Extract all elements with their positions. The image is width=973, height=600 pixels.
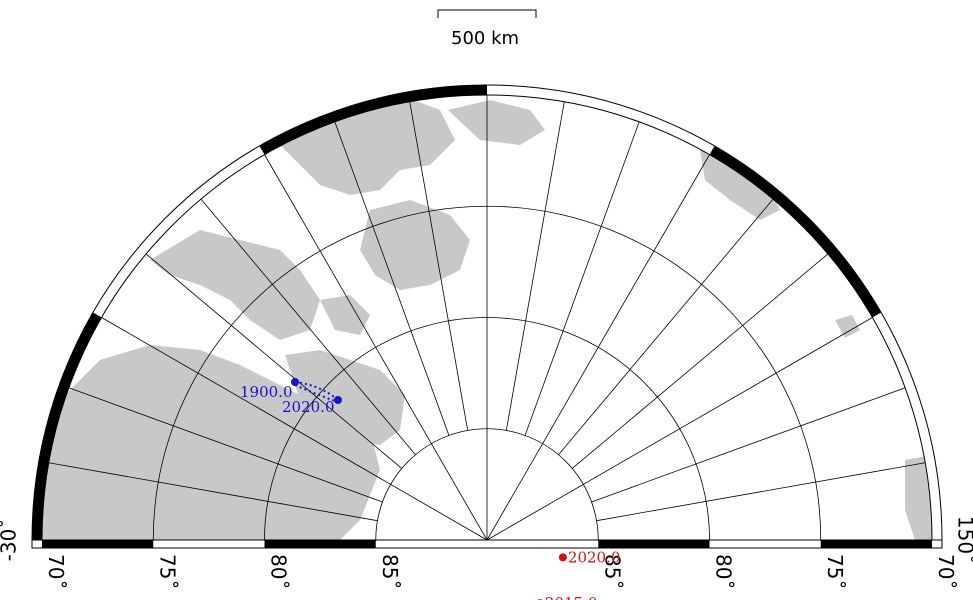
land-baffin: [285, 350, 405, 445]
lat-label-right-0: 85˚: [600, 554, 624, 589]
meridian-140: [596, 462, 926, 522]
lon-label-6: 150˚: [954, 516, 973, 564]
north-pole-point-2020.0: [558, 553, 567, 562]
land-wrangel: [835, 315, 860, 338]
longitude-labels: -30˚-60˚-90˚-120˚-150˚180˚150˚: [0, 516, 973, 564]
land-islands-top: [448, 100, 545, 145]
map-frame: [31, 84, 943, 549]
meridian-130: [591, 387, 906, 503]
latitude-labels: 70˚ 75˚ 80˚ 85˚ 85˚ 80˚ 75˚ 70˚: [44, 554, 958, 589]
meridian-30: [264, 154, 488, 541]
scale-bar-label: 500 km: [451, 28, 519, 49]
land-islands-mid: [360, 200, 470, 290]
land-right-edge: [905, 455, 932, 540]
lat-label-right-1: 80˚: [712, 554, 736, 589]
meridian-110: [571, 253, 829, 469]
frame-bottom-segment-3: [820, 540, 932, 548]
scale-bar: 500 km: [437, 9, 537, 49]
land-ellesmere: [150, 230, 320, 340]
meridian--10: [68, 387, 383, 503]
south-pole-track: 1900.0 2020.0: [240, 378, 342, 416]
meridian-0: [101, 317, 488, 541]
meridian-10: [145, 253, 403, 469]
frame-bottom-segment-2: [598, 540, 710, 548]
meridian-70: [505, 101, 565, 431]
frame-bottom: [31, 539, 943, 549]
meridian-100: [558, 198, 774, 456]
south-pole-point-1900: [291, 378, 299, 386]
meridian-50: [409, 101, 469, 431]
frame-bottom-segment-0: [42, 540, 154, 548]
south-pole-label-2020: 2020.0: [282, 398, 335, 416]
lat-label-left-3: 85˚: [378, 554, 402, 589]
north-pole-track: 1900.01920.01940.01960.01980.02000.02005…: [537, 548, 621, 600]
south-pole-label-1900: 1900.0: [240, 383, 293, 401]
meridian-80: [524, 121, 640, 436]
frame-segment-4: [709, 145, 882, 318]
land-greenland: [42, 345, 380, 540]
lat-label-right-2: 75˚: [823, 554, 847, 589]
land-masses: [42, 95, 932, 540]
scale-bar-line: [437, 9, 537, 18]
land-islands-small: [320, 295, 370, 335]
meridian-20: [200, 198, 416, 456]
lat-label-right-3: 70˚: [934, 554, 958, 589]
frame-bottom-segment-1: [264, 540, 376, 548]
north-pole-label-2020.0: 2020.0: [568, 548, 621, 566]
meridian-90: [486, 154, 710, 541]
lat-label-left-2: 80˚: [267, 554, 291, 589]
south-pole-point-2020: [334, 396, 342, 404]
land-siberia: [700, 150, 780, 220]
lat-label-left-0: 70˚: [44, 554, 68, 589]
lon-label-0: -30˚: [0, 519, 21, 562]
lat-label-left-1: 75˚: [155, 554, 179, 589]
north-pole-label-2015.0: 2015.0: [545, 594, 598, 600]
meridian-120: [486, 317, 873, 541]
meridian-40: [334, 121, 450, 436]
frame-segment-0: [32, 312, 102, 540]
frame-segment-2: [259, 85, 487, 155]
meridian--20: [48, 462, 378, 522]
